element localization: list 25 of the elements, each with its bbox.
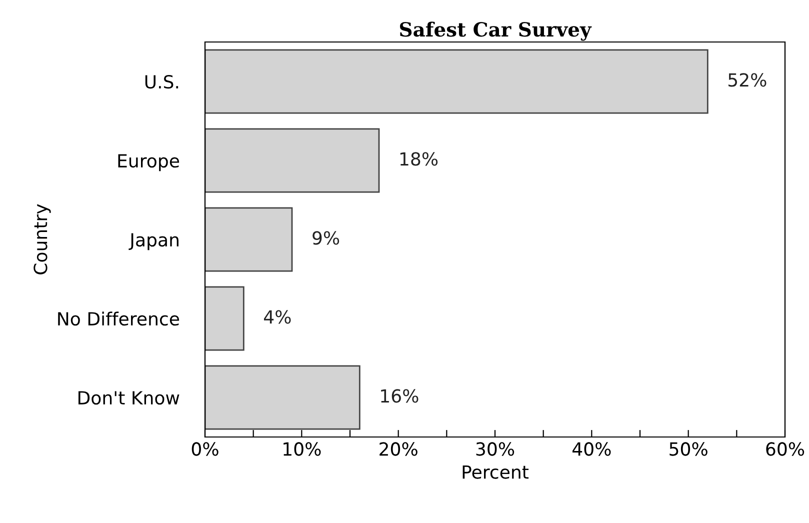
bar (205, 365, 360, 430)
x-tick-label: 0% (192, 442, 218, 456)
bar (205, 128, 380, 193)
data-label: 52% (728, 73, 766, 87)
y-tick-label: U.S. (145, 74, 178, 89)
y-axis-title: Country (34, 204, 51, 274)
x-tick-label: 60% (766, 442, 804, 456)
data-label: 18% (400, 152, 438, 166)
y-tick-label: Don't Know (78, 391, 180, 405)
data-label: 9% (312, 231, 340, 245)
data-label: 16% (381, 389, 418, 403)
bar (205, 207, 293, 272)
y-tick-label: Europe (118, 154, 180, 172)
x-tick-label: 40% (572, 442, 611, 456)
x-axis-title: Percent (462, 465, 529, 479)
x-tick-label: 30% (476, 442, 514, 456)
x-tick-label: 10% (284, 442, 321, 456)
chart-title: Safest Car Survey (400, 22, 592, 41)
x-tick-label: 20% (380, 442, 418, 456)
bar (205, 286, 244, 351)
data-label: 4% (264, 310, 291, 324)
y-tick-label: No Difference (58, 312, 180, 326)
bar (205, 49, 708, 114)
x-tick-label: 50% (670, 442, 708, 456)
y-tick-label: Japan (128, 233, 178, 250)
